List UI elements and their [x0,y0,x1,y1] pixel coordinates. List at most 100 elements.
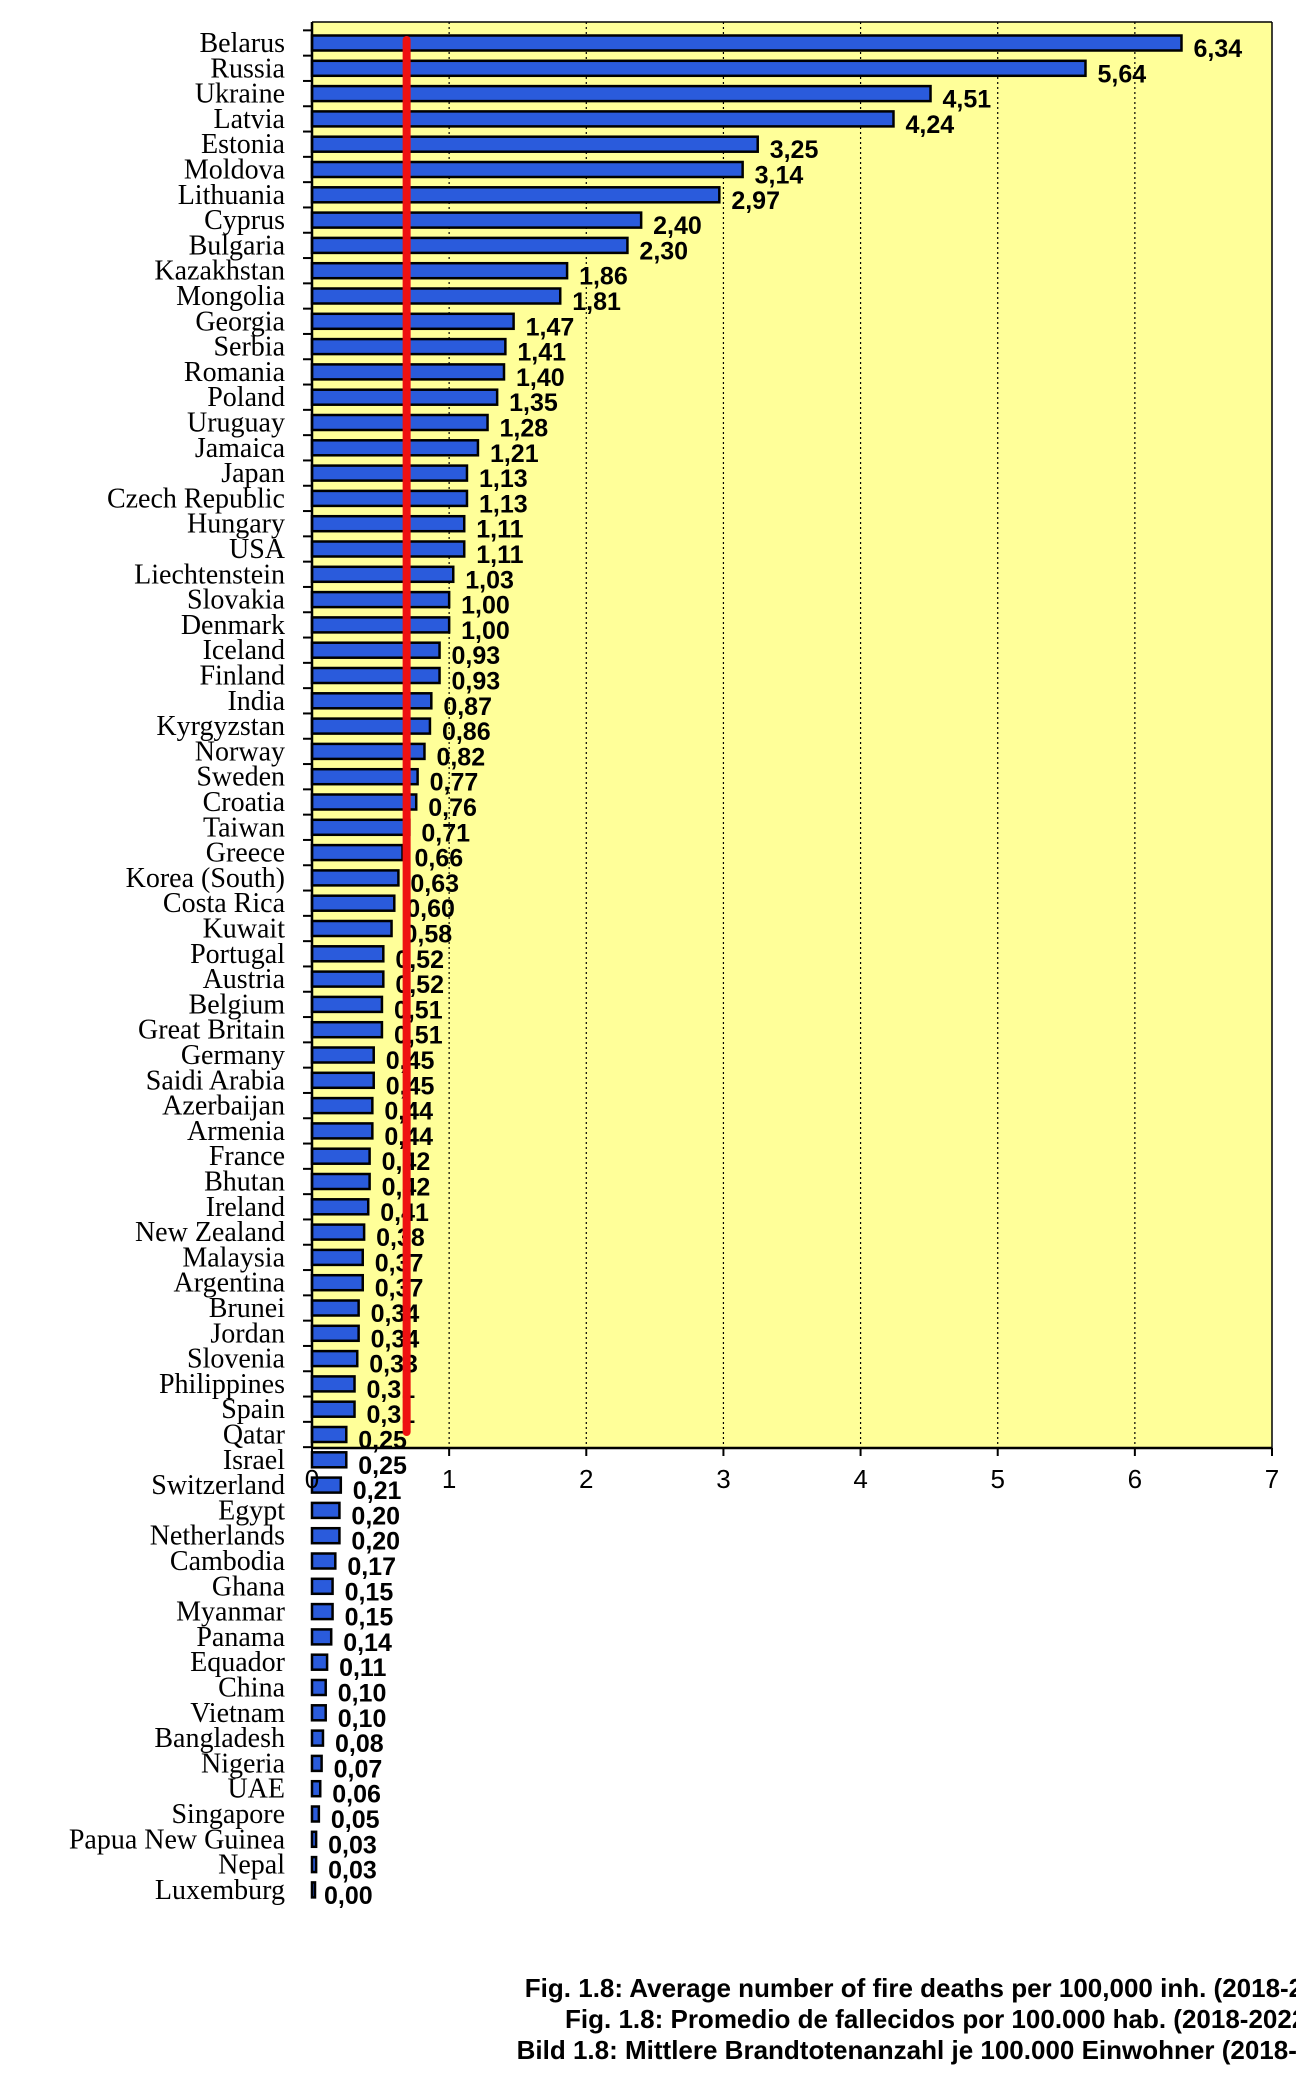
value-label-norway: 0,82 [436,743,485,771]
bar-croatia [310,793,418,811]
country-label-egypt: Egypt [218,1495,285,1526]
country-label-bangladesh: Bangladesh [154,1723,285,1754]
value-label-india: 0,87 [443,693,492,721]
country-label-slovakia: Slovakia [187,585,286,616]
country-label-india: India [227,686,285,717]
value-label-jordan: 0,34 [371,1325,420,1353]
country-label-france: France [209,1141,285,1172]
bar-bulgaria [310,236,629,255]
value-label-denmark: 1,00 [461,617,510,645]
country-label-hungary: Hungary [187,509,285,540]
value-label-belarus: 6,34 [1193,35,1242,63]
bar-argentina [310,1273,364,1292]
country-label-vietnam: Vietnam [190,1698,285,1729]
value-label-cambodia: 0,17 [347,1553,396,1581]
value-label-belgium: 0,51 [394,996,443,1024]
bar-slovakia [310,590,451,609]
value-label-kuwait: 0,58 [404,921,453,949]
bar-japan [310,464,469,482]
value-label-moldova: 3,14 [755,162,804,190]
x-tick-label-0: 0 [305,1464,319,1494]
plot-background [312,22,1272,1448]
value-label-serbia: 1,41 [517,339,566,367]
value-label-netherlands: 0,20 [351,1528,400,1556]
value-label-taiwan: 0,71 [421,819,470,847]
bar-mongolia [310,287,562,305]
bar-saidi-arabia [310,1071,375,1090]
bar-denmark [310,616,451,634]
value-label-vietnam: 0,10 [338,1705,387,1733]
value-label-uruguay: 1,28 [500,415,549,443]
country-label-belgium: Belgium [189,989,286,1020]
country-label-serbia: Serbia [213,332,285,363]
bar-netherlands [310,1526,341,1545]
value-label-hungary: 1,11 [476,516,523,544]
bar-egypt [310,1501,341,1520]
bar-kuwait [310,919,393,938]
value-label-georgia: 1,47 [526,313,575,341]
country-label-uae: UAE [227,1774,285,1805]
value-label-equador: 0,11 [339,1654,386,1682]
country-label-cyprus: Cyprus [204,205,285,236]
bar-czech-republic [310,489,469,508]
bar-hungary [310,514,466,533]
bar-equador [310,1653,329,1671]
country-label-estonia: Estonia [201,129,286,160]
value-label-austria: 0,52 [395,971,444,999]
caption-2: Fig. 1.8: Promedio de fallecidos por 100… [565,2004,1296,2034]
value-label-portugal: 0,52 [395,946,444,974]
country-label-bhutan: Bhutan [204,1167,285,1198]
value-label-israel: 0,25 [358,1452,407,1480]
x-tick-label-1: 1 [442,1464,456,1494]
value-label-jamaica: 1,21 [490,440,539,468]
country-label-singapore: Singapore [171,1799,285,1830]
value-label-latvia: 4,24 [905,111,954,139]
value-label-nigeria: 0,07 [334,1755,383,1783]
bar-slovenia [310,1349,359,1368]
country-label-switzerland: Switzerland [151,1470,285,1501]
value-label-iceland: 0,93 [452,642,501,670]
bar-usa [310,540,466,558]
value-label-egypt: 0,20 [351,1502,400,1530]
country-label-spain: Spain [221,1394,285,1425]
bar-uae [310,1779,322,1798]
country-label-uruguay: Uruguay [187,408,285,439]
bar-jordan [310,1324,360,1343]
country-label-liechtenstein: Liechtenstein [134,559,285,590]
value-label-uae: 0,06 [332,1781,381,1809]
country-label-greece: Greece [206,838,285,869]
country-label-brunei: Brunei [209,1293,285,1324]
value-label-argentina: 0,37 [375,1275,424,1303]
country-label-luxemburg: Luxemburg [155,1875,285,1906]
bar-sweden [310,767,419,786]
x-tick-label-3: 3 [716,1464,730,1494]
country-label-new-zealand: New Zealand [135,1217,285,1248]
value-label-new-zealand: 0,38 [376,1224,425,1252]
country-label-panama: Panama [196,1622,285,1653]
bar-georgia [310,312,515,331]
bar-uruguay [310,413,489,432]
country-label-portugal: Portugal [190,939,285,970]
country-label-moldova: Moldova [184,155,286,186]
value-label-poland: 1,35 [509,389,558,417]
value-label-malaysia: 0,37 [375,1249,424,1277]
country-label-jamaica: Jamaica [195,433,286,464]
bar-bhutan [310,1172,371,1191]
bar-kazakhstan [310,261,569,280]
bar-cambodia [310,1552,337,1570]
country-label-jordan: Jordan [210,1318,285,1349]
country-label-argentina: Argentina [174,1268,286,1299]
value-label-bulgaria: 2,30 [639,237,688,265]
country-label-austria: Austria [203,964,286,995]
x-tick-label-6: 6 [1128,1464,1142,1494]
value-label-cyprus: 2,40 [653,212,702,240]
value-label-estonia: 3,25 [770,136,819,164]
country-label-norway: Norway [195,736,285,767]
bar-france [310,1147,371,1165]
value-label-usa: 1,11 [476,541,523,569]
country-label-papua-new-guinea: Papua New Guinea [69,1824,286,1855]
bar-greece [310,843,404,862]
value-label-china: 0,10 [338,1680,387,1708]
country-label-czech-republic: Czech Republic [107,483,285,514]
country-label-germany: Germany [181,1040,285,1071]
